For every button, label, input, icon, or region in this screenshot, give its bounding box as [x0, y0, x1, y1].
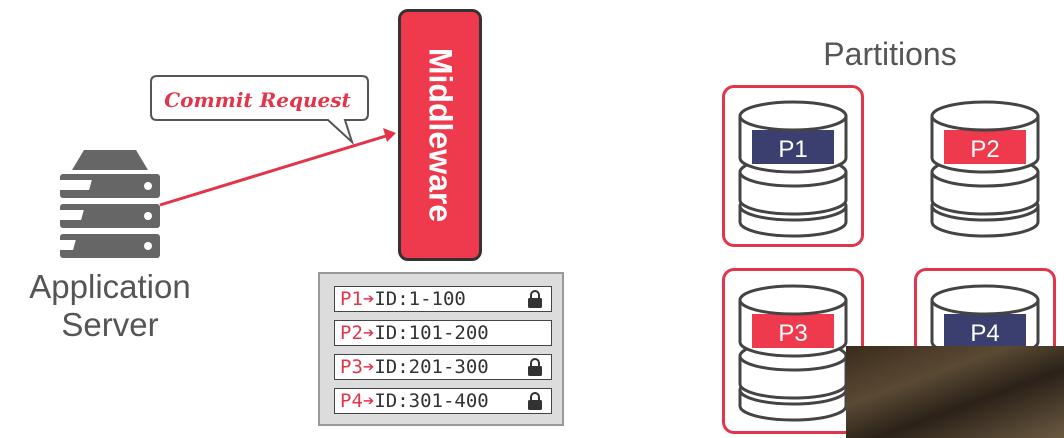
lock-table-row: P1➔ID:1-100 — [334, 286, 552, 312]
middleware-label: Middleware — [422, 47, 459, 223]
lock-icon — [528, 290, 542, 308]
partition-band — [944, 314, 1026, 348]
partition-label-p2: P2 — [970, 136, 1000, 163]
partition-label-p1: P1 — [778, 136, 808, 163]
lock-table: P1➔ID:1-100 P2➔ID:101-200 P3➔ID:201-300 … — [318, 272, 564, 426]
lock-icon — [528, 392, 542, 410]
partitions-title: Partitions — [823, 36, 957, 72]
commit-arrow — [159, 134, 387, 207]
middleware-box: Middleware — [398, 9, 482, 261]
database-icon — [738, 100, 848, 238]
database-icon — [738, 284, 848, 422]
partition-p1-highlight — [722, 85, 864, 247]
database-icon — [930, 100, 1040, 238]
lock-table-row: P2➔ID:101-200 — [334, 320, 552, 346]
video-overlay — [846, 346, 1064, 438]
partition-band — [752, 130, 834, 164]
application-server-label: Application Server — [29, 268, 191, 343]
partition-label-p3: P3 — [778, 320, 808, 347]
partition-band — [752, 314, 834, 348]
partition-label-p4: P4 — [970, 320, 1000, 347]
commit-request-label: Commit Request — [164, 88, 351, 112]
lock-table-row: P4➔ID:301-400 — [334, 388, 552, 414]
lock-table-row: P3➔ID:201-300 — [334, 354, 552, 380]
commit-request-bubble — [150, 75, 396, 207]
partition-band — [944, 130, 1026, 164]
server-icon — [50, 150, 160, 258]
lock-icon — [528, 358, 542, 376]
